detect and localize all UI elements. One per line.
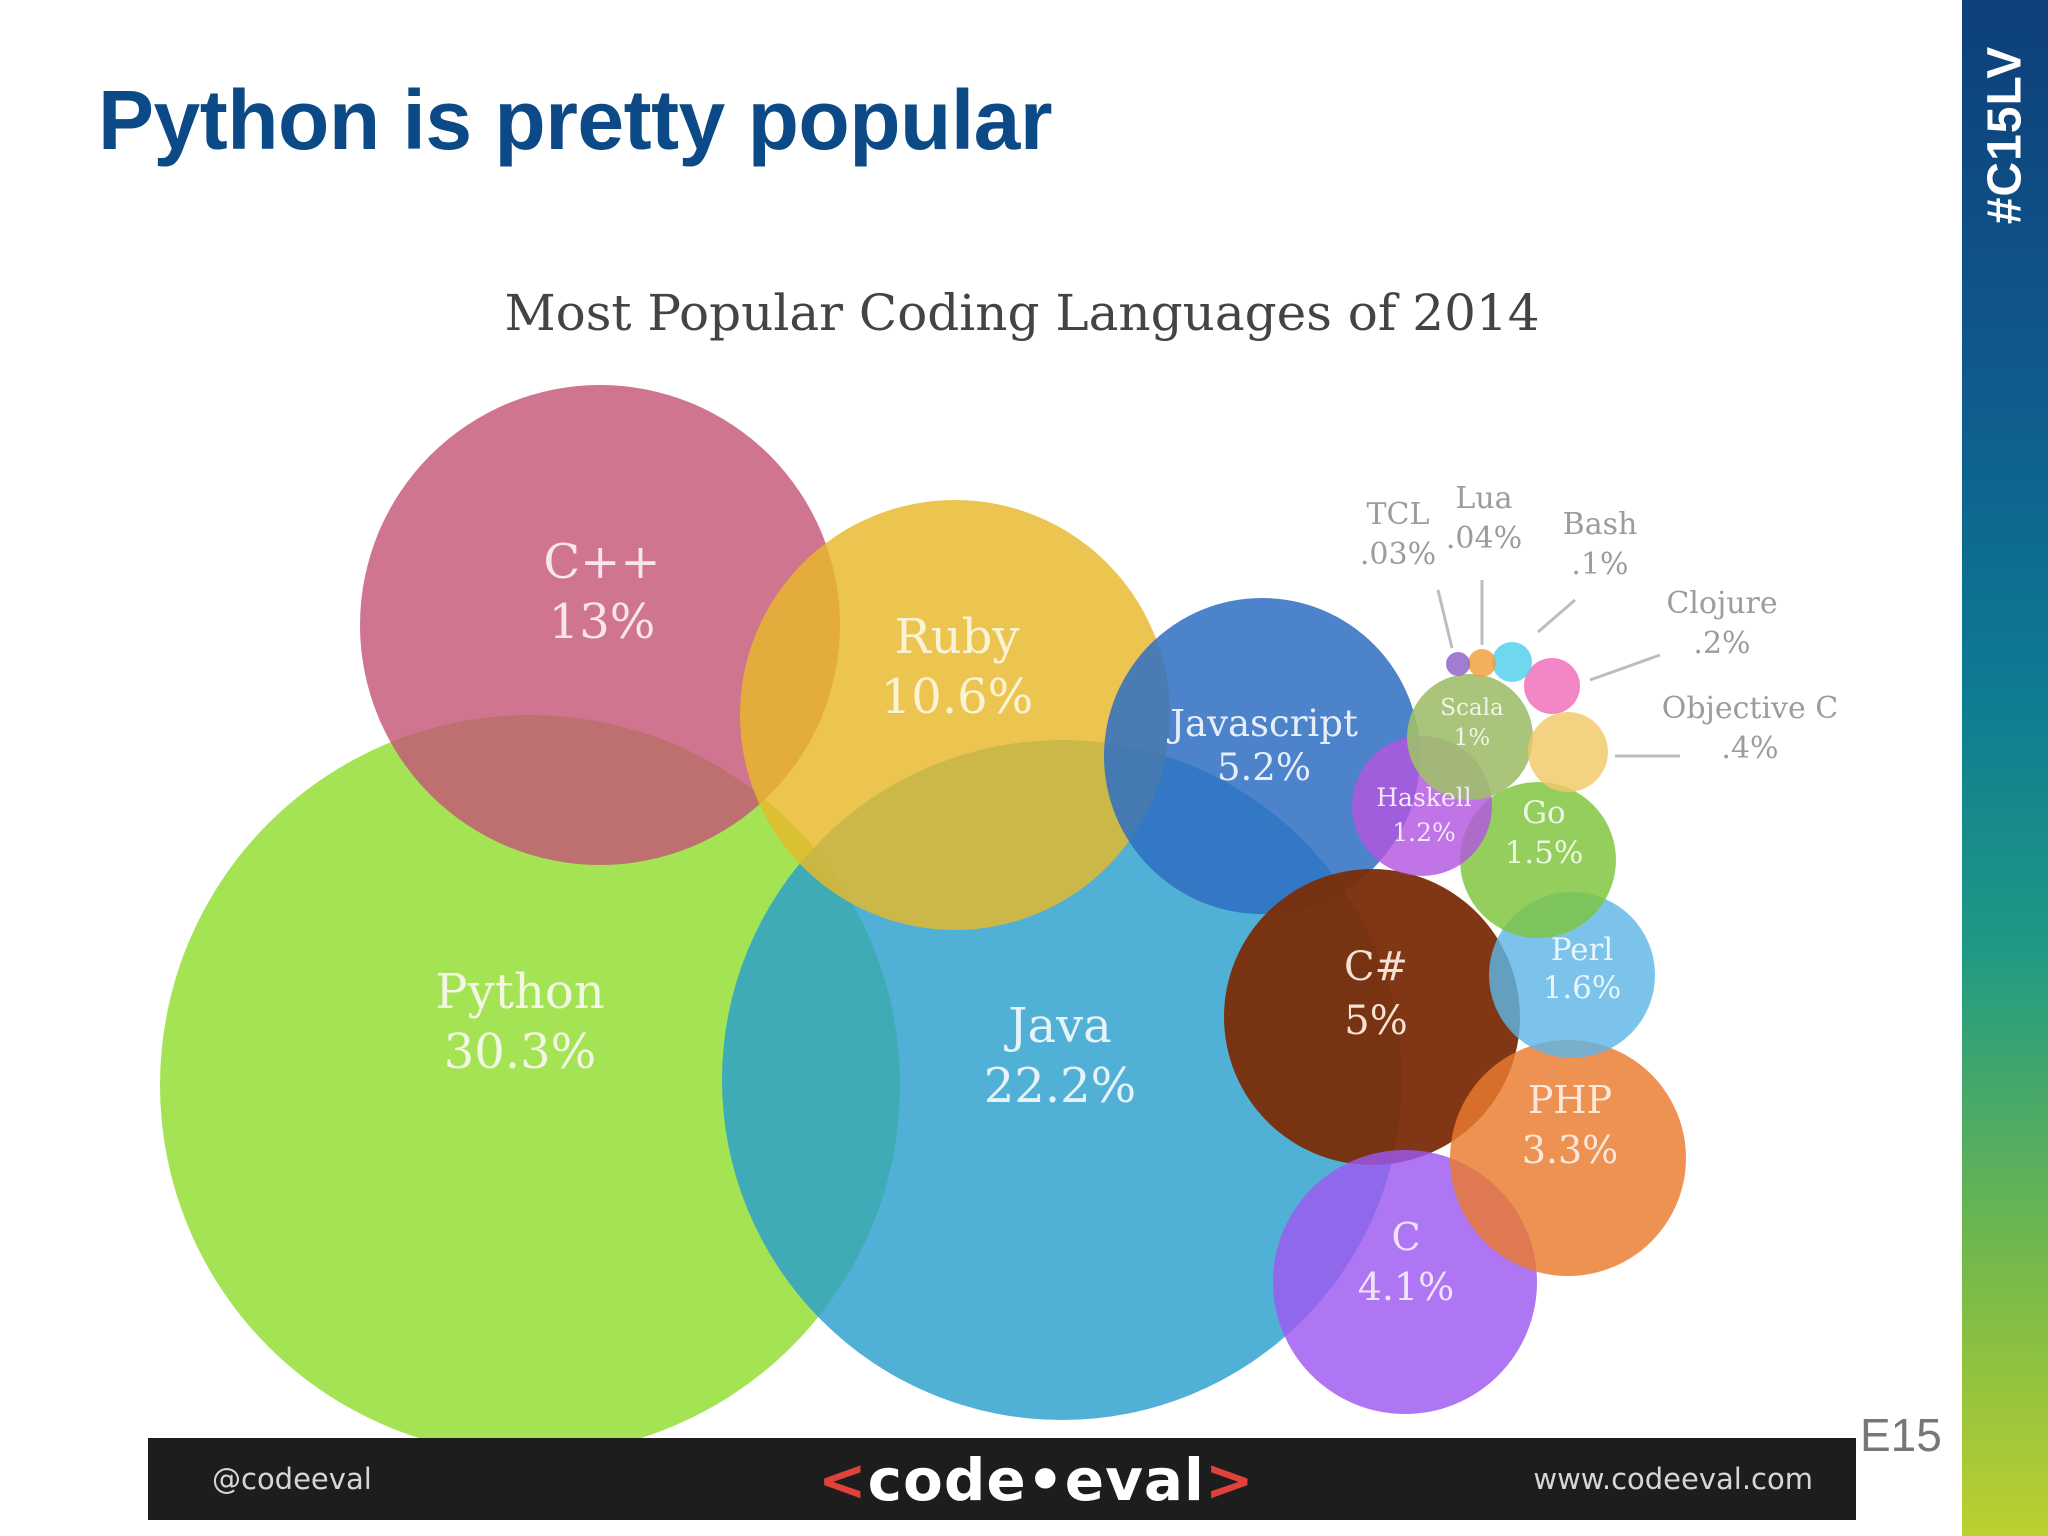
bubble-tcl (1446, 652, 1470, 676)
footer-handle: @codeeval (212, 1462, 372, 1496)
bubble-c- (360, 385, 840, 865)
bubble-php (1450, 1040, 1686, 1276)
logo-text: code•eval (867, 1446, 1205, 1514)
label-python-value: 30.3% (444, 1024, 596, 1080)
label-javascript: Javascript 5.2% (1166, 702, 1358, 789)
side-band (1962, 0, 2048, 1536)
bubble-python (160, 715, 900, 1440)
label-scala: Scala 1% (1440, 695, 1504, 751)
label-ruby: Ruby 10.6% (881, 609, 1033, 725)
slide-title: Python is pretty popular (98, 73, 1053, 167)
label-php: PHP 3.3% (1522, 1078, 1619, 1172)
label-java-name: Java (1003, 998, 1112, 1054)
label-scala-name: Scala (1440, 695, 1504, 721)
bubble-go (1460, 782, 1616, 938)
label-java: Java 22.2% (984, 998, 1136, 1114)
bubble-c- (1224, 869, 1520, 1165)
bubble-clojure (1524, 658, 1580, 714)
label-perl-name: Perl (1551, 932, 1614, 968)
label-scala-value: 1% (1454, 725, 1491, 751)
label-objective-c: Objective C .4% (1662, 691, 1839, 766)
label-c--value: 13% (549, 594, 656, 650)
label-javascript-value: 5.2% (1217, 746, 1311, 789)
label-ruby-name: Ruby (895, 609, 1020, 665)
label-go: Go 1.5% (1505, 795, 1584, 871)
label-perl-value: 1.6% (1543, 970, 1622, 1006)
label-perl: Perl 1.6% (1543, 932, 1622, 1006)
label-tcl: TCL .03% (1360, 497, 1436, 572)
bubble-objective-c (1528, 712, 1608, 792)
label-bash: Bash .1% (1563, 507, 1638, 582)
label-clojure: Clojure .2% (1666, 586, 1777, 661)
label-javascript-name: Javascript (1166, 702, 1358, 745)
label-go-name: Go (1522, 795, 1565, 831)
footer-url[interactable]: www.codeeval.com (1533, 1462, 1813, 1496)
label-c--name: C++ (543, 534, 660, 590)
bubble-ruby (740, 500, 1170, 930)
label-python-name: Python (435, 964, 604, 1020)
leader-tcl (1436, 589, 1454, 649)
label-php-name: PHP (1528, 1078, 1612, 1122)
bubble-javascript (1104, 598, 1420, 914)
label-php-value: 3.3% (1522, 1128, 1619, 1172)
logo-bracket-left: < (818, 1446, 868, 1514)
chart-title: Most Popular Coding Languages of 2014 (504, 284, 1539, 342)
label-c: C 4.1% (1358, 1215, 1455, 1309)
label-haskell-name: Haskell (1376, 783, 1471, 812)
label-go-value: 1.5% (1505, 835, 1584, 871)
label-lua-name: Lua (1455, 481, 1512, 516)
leader-bash (1537, 598, 1576, 634)
label-c--name: C# (1344, 944, 1408, 990)
leader-clojure (1589, 653, 1661, 682)
label-tcl-value: .03% (1360, 537, 1436, 572)
label-c-: C++ 13% (543, 534, 660, 650)
label-c--value: 5% (1344, 998, 1407, 1044)
label-c-: C# 5% (1344, 944, 1408, 1044)
logo-bracket-right: > (1204, 1446, 1255, 1514)
side-hashtag: #C15LV (1978, 45, 2032, 225)
label-haskell: Haskell 1.2% (1376, 783, 1471, 847)
label-ruby-value: 10.6% (881, 669, 1033, 725)
bubble-lua (1468, 649, 1496, 677)
label-c-value: 4.1% (1358, 1265, 1455, 1309)
codeeval-logo: <code•eval> (818, 1446, 1255, 1514)
label-lua-value: .04% (1446, 521, 1522, 556)
label-c-name: C (1391, 1215, 1420, 1259)
bubble-scala (1407, 674, 1533, 800)
label-bash-name: Bash (1563, 507, 1638, 542)
label-lua: Lua .04% (1446, 481, 1522, 556)
bubble-bash (1492, 642, 1532, 682)
label-clojure-value: .2% (1693, 626, 1750, 661)
label-objective-c-value: .4% (1721, 731, 1778, 766)
page-number: E15 (1860, 1409, 1942, 1461)
bubble-chart: Most Popular Coding Languages of 2014 Py… (160, 284, 1839, 1440)
label-haskell-value: 1.2% (1392, 818, 1456, 847)
label-objective-c-name: Objective C (1662, 691, 1839, 726)
label-bash-value: .1% (1571, 547, 1628, 582)
label-tcl-name: TCL (1367, 497, 1430, 532)
footer-bar (148, 1438, 1856, 1520)
label-python: Python 30.3% (435, 964, 604, 1080)
label-java-value: 22.2% (984, 1058, 1136, 1114)
label-clojure-name: Clojure (1666, 586, 1777, 621)
